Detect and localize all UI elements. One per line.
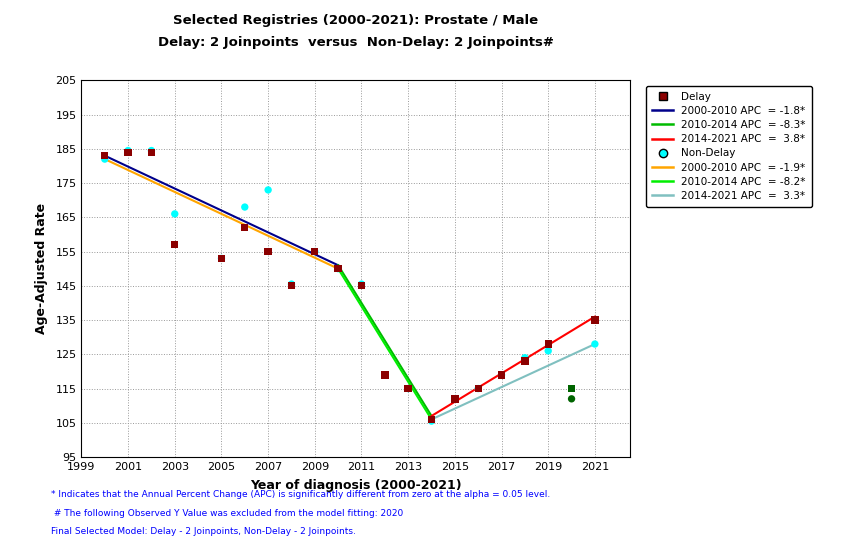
Point	[471, 384, 485, 393]
Point	[238, 223, 252, 232]
Y-axis label: Age-Adjusted Rate: Age-Adjusted Rate	[35, 203, 49, 334]
Point	[98, 155, 111, 163]
Point	[121, 148, 135, 157]
Point	[121, 146, 135, 155]
Point	[518, 357, 531, 366]
Text: Final Selected Model: Delay - 2 Joinpoints, Non-Delay - 2 Joinpoints.: Final Selected Model: Delay - 2 Joinpoin…	[51, 527, 357, 536]
Point	[518, 353, 531, 362]
X-axis label: Year of diagnosis (2000-2021): Year of diagnosis (2000-2021)	[250, 479, 461, 492]
Point	[308, 247, 321, 256]
Point	[542, 346, 555, 355]
Point	[588, 340, 602, 348]
Point	[378, 371, 392, 379]
Point	[494, 371, 508, 379]
Point	[145, 148, 159, 157]
Point	[308, 247, 321, 256]
Point	[471, 384, 485, 393]
Point	[448, 394, 462, 403]
Text: # The following Observed Y Value was excluded from the model fitting: 2020: # The following Observed Y Value was exc…	[51, 509, 404, 517]
Point	[285, 281, 298, 290]
Point	[378, 371, 392, 379]
Point	[355, 280, 369, 289]
Point	[238, 203, 252, 212]
Point	[401, 384, 415, 393]
Point	[168, 240, 182, 249]
Point	[425, 415, 439, 424]
Text: Delay: 2 Joinpoints  versus  Non-Delay: 2 Joinpoints#: Delay: 2 Joinpoints versus Non-Delay: 2 …	[158, 36, 554, 49]
Point	[214, 254, 228, 263]
Point	[565, 394, 578, 403]
Point	[261, 186, 275, 194]
Point	[355, 281, 369, 290]
Point	[448, 394, 462, 403]
Point	[145, 146, 159, 155]
Text: * Indicates that the Annual Percent Change (APC) is significantly different from: * Indicates that the Annual Percent Chan…	[51, 490, 551, 499]
Point	[332, 264, 345, 273]
Legend: Delay, 2000-2010 APC  = -1.8*, 2010-2014 APC  = -8.3*, 2014-2021 APC  =  3.8*, N: Delay, 2000-2010 APC = -1.8*, 2010-2014 …	[646, 85, 812, 207]
Point	[425, 417, 439, 425]
Point	[168, 209, 182, 218]
Point	[542, 340, 555, 348]
Point	[261, 247, 275, 256]
Point	[214, 254, 228, 263]
Text: Selected Registries (2000-2021): Prostate / Male: Selected Registries (2000-2021): Prostat…	[173, 14, 538, 27]
Point	[565, 384, 578, 393]
Point	[401, 384, 415, 393]
Point	[285, 280, 298, 289]
Point	[98, 151, 111, 160]
Point	[494, 371, 508, 379]
Point	[332, 264, 345, 273]
Point	[588, 316, 602, 325]
